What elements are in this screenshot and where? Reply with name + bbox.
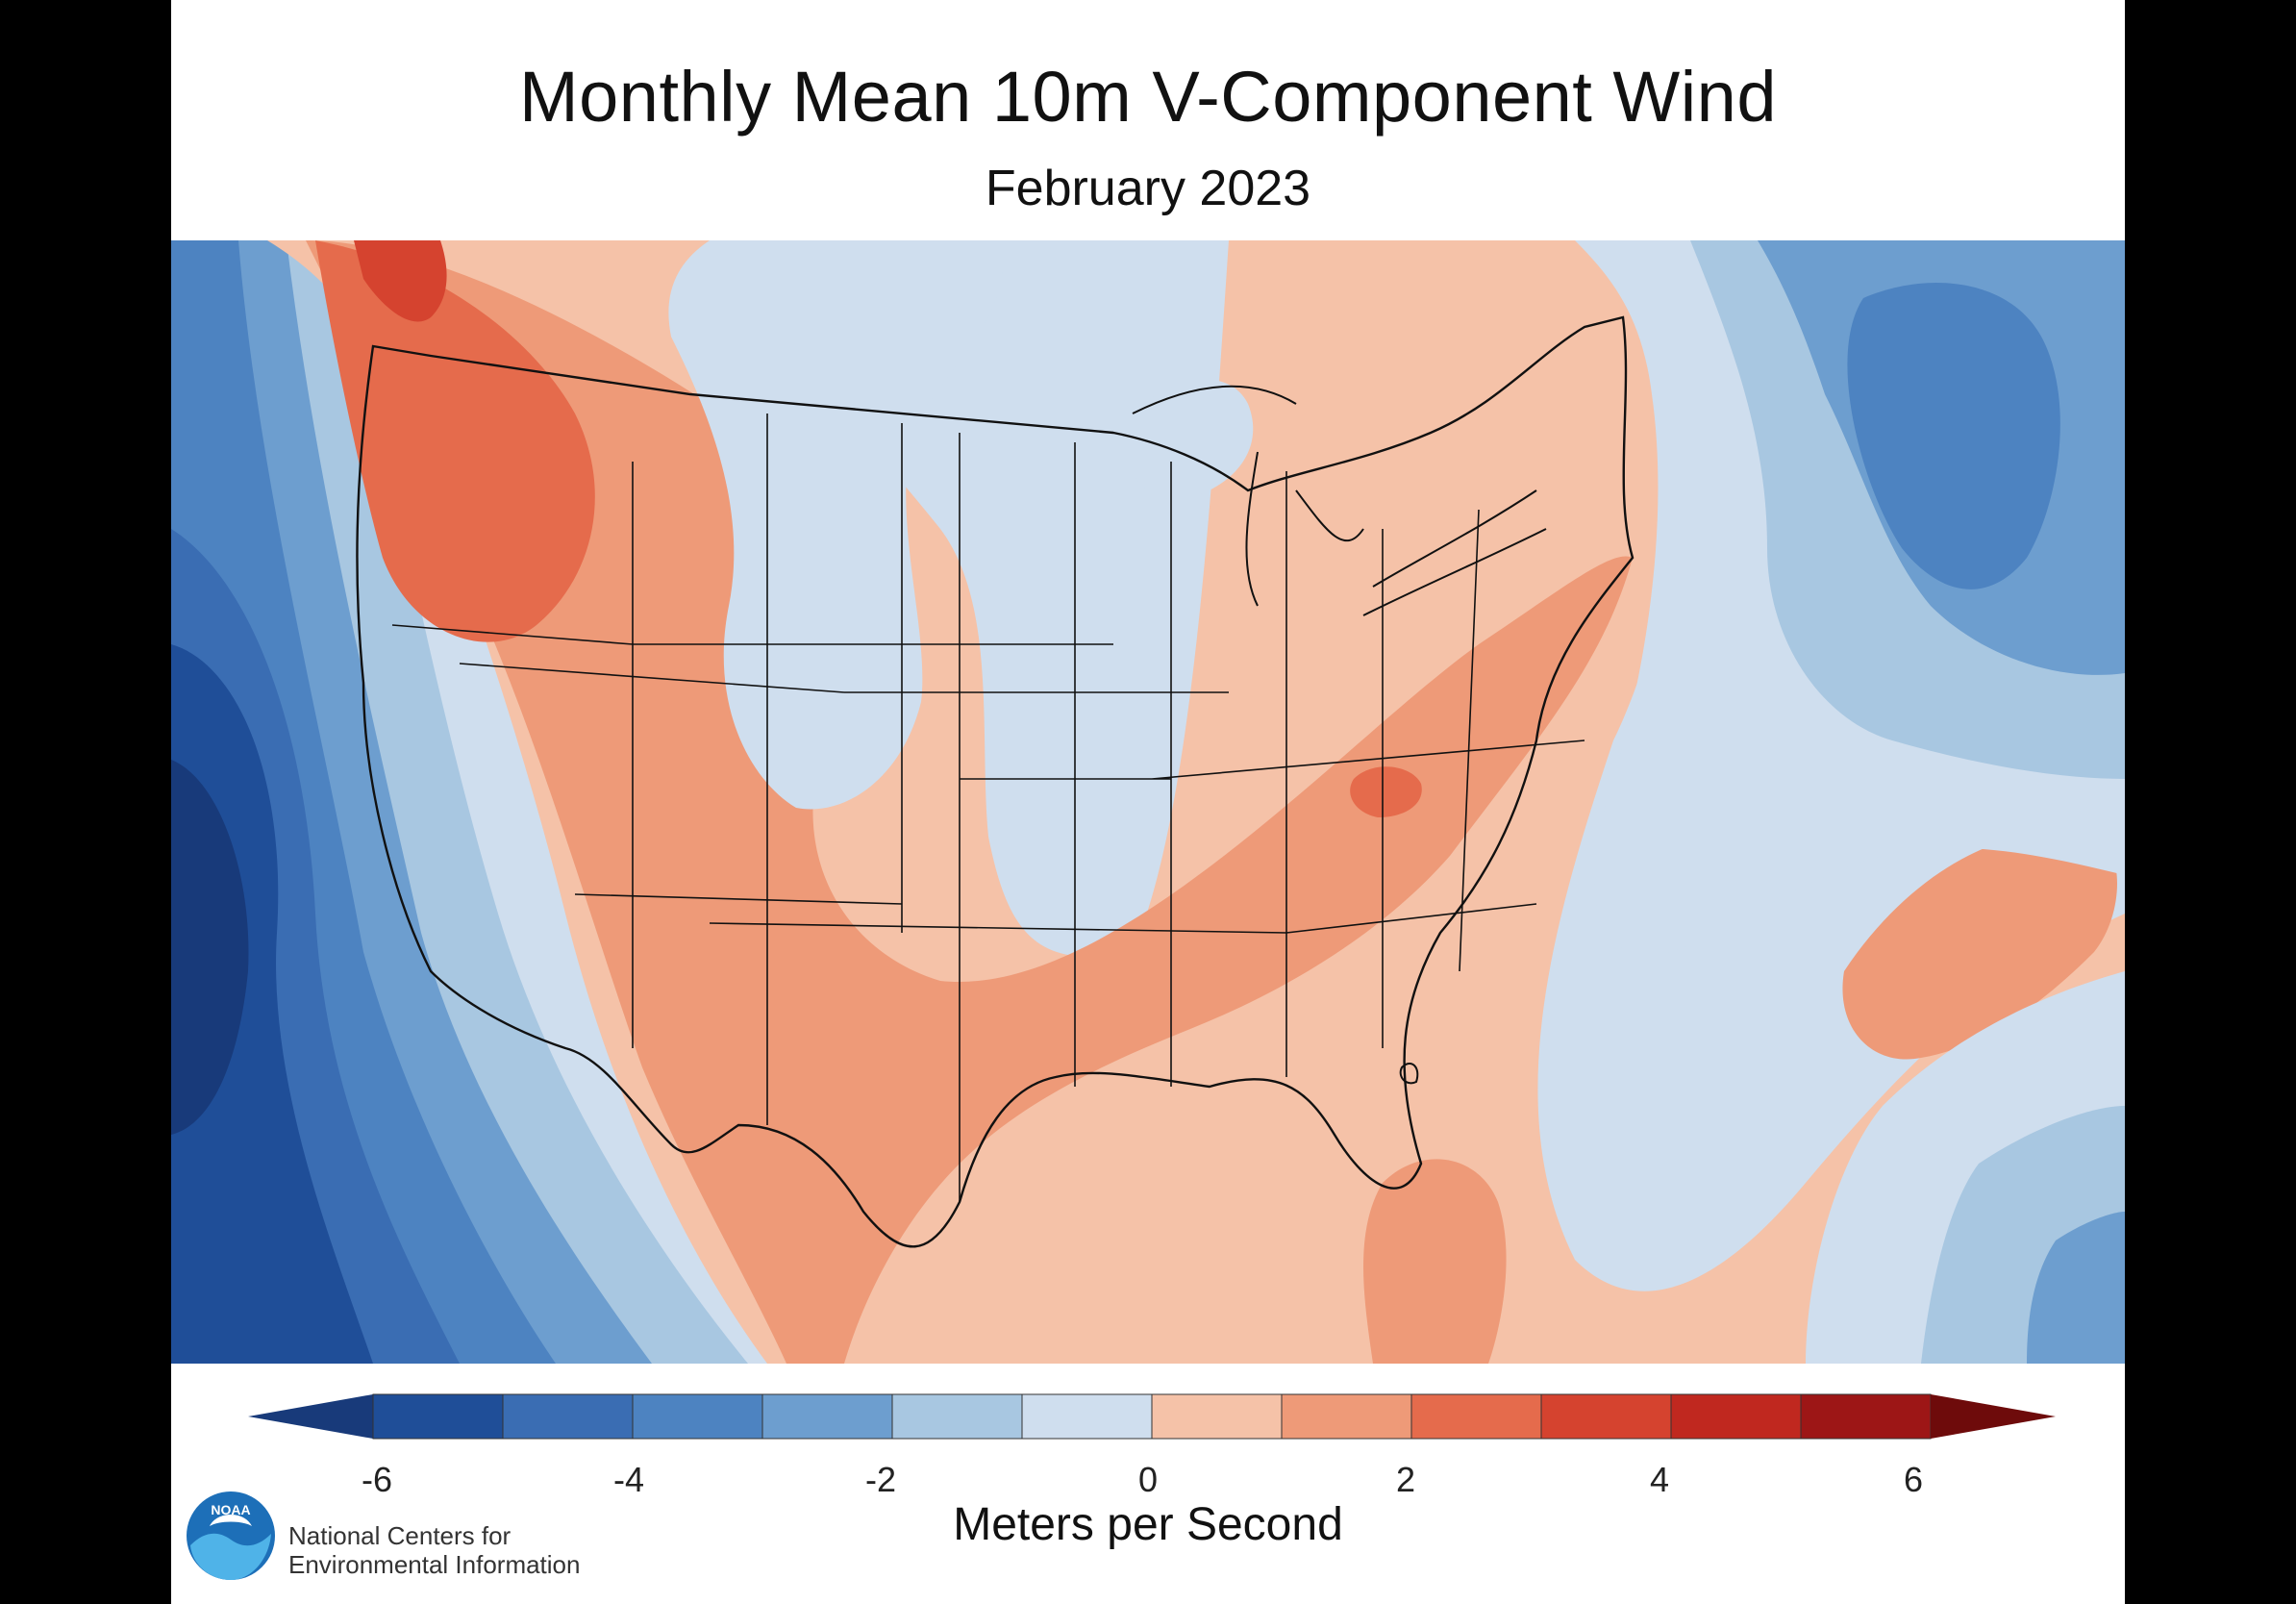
logo-text: NOAA — [211, 1502, 250, 1517]
colorbar-tick-label: 2 — [1395, 1460, 1416, 1499]
colorbar-tick-label: -6 — [361, 1460, 392, 1499]
contour-gulf-p1 — [1363, 1159, 1507, 1364]
colorbar-tick-label: 0 — [1137, 1460, 1159, 1499]
contour-nw-p2 — [315, 240, 595, 642]
wind-map — [171, 240, 2125, 1364]
us-outline — [356, 315, 1635, 1248]
colorbar-bin — [632, 1393, 763, 1440]
colorbar-bin — [1410, 1393, 1542, 1440]
colorbar-bin — [1670, 1393, 1802, 1440]
state-lines-horizontal — [391, 624, 1585, 934]
colorbar-tick-label: 6 — [1903, 1460, 1924, 1499]
contour-plains-m1 — [668, 240, 1003, 810]
colorbar-bin — [1281, 1393, 1412, 1440]
org-name-line2: Environmental Information — [288, 1550, 581, 1579]
colorbar-unit-label: Meters per Second — [953, 1499, 1343, 1550]
contour-ne-m4 — [1847, 283, 2060, 589]
org-name: National Centers for Environmental Infor… — [288, 1521, 580, 1579]
colorbar-bin — [1800, 1393, 1932, 1440]
colorbar-tick-label: 4 — [1649, 1460, 1670, 1499]
noaa-logo-icon: NOAA — [187, 1491, 275, 1580]
contour-west-ocean-m6 — [171, 760, 249, 1135]
us-boundaries — [356, 315, 1635, 1248]
colorbar-bin — [1540, 1393, 1672, 1440]
colorbar-bin — [1021, 1393, 1153, 1440]
colorbar-bin — [761, 1393, 893, 1440]
colorbar-bin — [891, 1393, 1023, 1440]
map-title: Monthly Mean 10m V-Component Wind — [519, 57, 1777, 137]
contour-atlantic-p1 — [1842, 832, 2117, 1060]
florida-lake — [1399, 1063, 1419, 1085]
map-subtitle: February 2023 — [985, 161, 1311, 216]
colorbar-tick-label: -2 — [864, 1460, 896, 1499]
contour-kentucky-p2 — [1350, 766, 1422, 817]
colorbar-extend-high — [1931, 1394, 2056, 1439]
colorbar-tick-label: -4 — [612, 1460, 644, 1499]
figure-panel: Monthly Mean 10m V-Component Wind Februa… — [171, 0, 2125, 1604]
colorbar-bin — [1151, 1393, 1283, 1440]
great-lakes — [1132, 385, 1547, 616]
org-name-line1: National Centers for — [288, 1521, 512, 1550]
colorbar-bin — [502, 1393, 634, 1440]
colorbar-extend-low — [248, 1394, 373, 1439]
contour-nw-p3 — [354, 240, 447, 322]
state-lines-vertical — [632, 414, 1480, 1202]
colorbar — [248, 1393, 2056, 1440]
colorbar-bin — [372, 1393, 504, 1440]
contour-se-atlantic-m3 — [2027, 1212, 2125, 1364]
contour-superior-m1 — [1125, 379, 1254, 500]
contour-west-p1 — [306, 240, 1633, 1364]
